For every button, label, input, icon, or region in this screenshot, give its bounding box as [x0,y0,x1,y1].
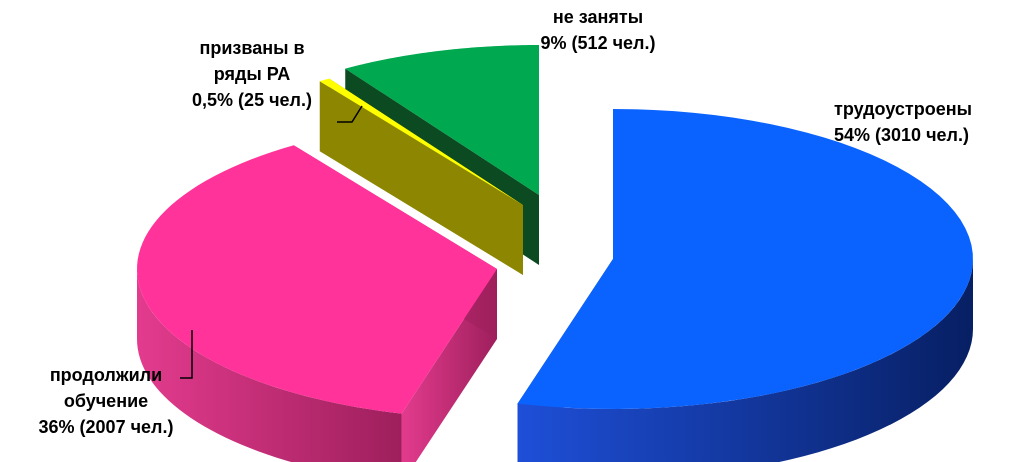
label-study-name-line2: обучение [63,391,149,411]
label-army-name-line1: призваны в [199,38,305,58]
label-unoccupied: не заняты 9% (512 чел.) [506,4,690,56]
label-employed: трудоустроены 54% (3010 чел.) [834,96,972,148]
label-unoccupied-name: не заняты [552,7,644,27]
label-unoccupied-value: 9% (512 чел.) [540,33,656,53]
label-study: продолжили обучение 36% (2007 чел.) [6,362,206,440]
slice-study [137,145,498,414]
slice-army-wall-end [329,78,523,276]
slice-study-outer-wall [137,269,402,462]
label-employed-value: 54% (3010 чел.) [834,125,969,145]
label-employed-name: трудоустроены [834,99,972,119]
label-study-name-line1: продолжили [49,365,163,385]
label-study-value: 36% (2007 чел.) [38,417,174,437]
slice-employed [517,109,973,409]
label-army-name-line2: ряды РА [213,64,291,84]
label-army: призваны в ряды РА 0,5% (25 чел.) [162,35,342,113]
leader-line-study [180,330,193,379]
label-army-value: 0,5% (25 чел.) [192,90,312,110]
slice-employed-outer-wall [517,259,973,462]
slice-unoccupied [345,45,539,195]
slice-army [319,78,523,205]
leader-line-army [337,105,363,123]
